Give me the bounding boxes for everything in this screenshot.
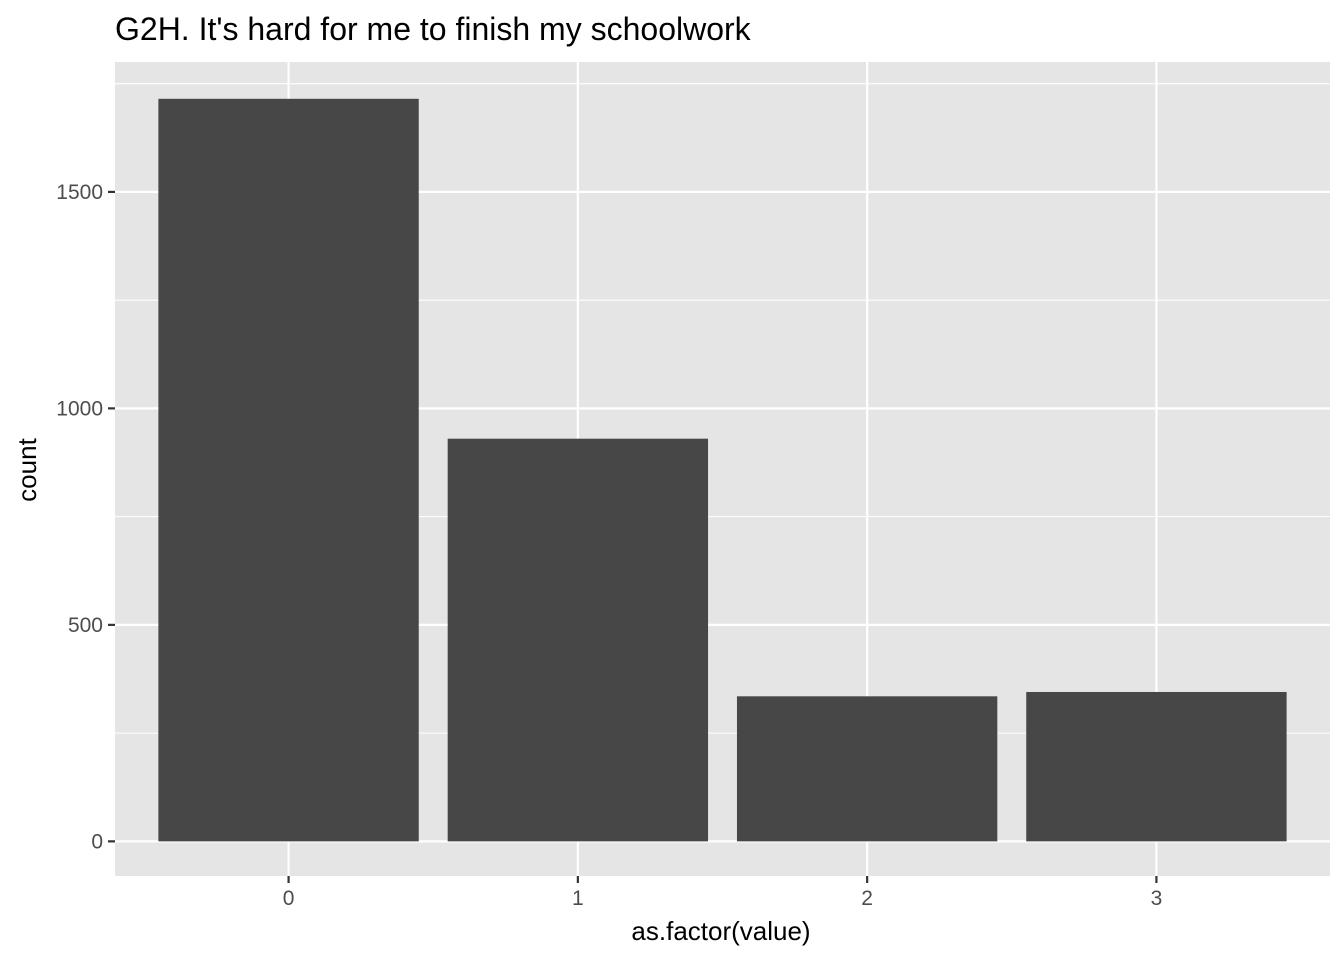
bar-0 xyxy=(158,98,419,842)
y-tick-label: 1000 xyxy=(56,397,103,420)
x-axis: 0 1 2 3 xyxy=(283,876,1163,910)
chart-title: G2H. It's hard for me to finish my schoo… xyxy=(115,11,752,47)
bars xyxy=(158,98,1287,842)
bar-1 xyxy=(447,438,709,842)
y-tick-label: 0 xyxy=(91,830,103,853)
x-axis-title: as.factor(value) xyxy=(631,916,810,946)
x-tick-label: 0 xyxy=(283,887,295,910)
x-tick-label: 3 xyxy=(1151,887,1163,910)
y-tick-label: 1500 xyxy=(56,181,103,204)
y-tick-label: 500 xyxy=(68,614,103,637)
y-axis: 0 500 1000 1500 xyxy=(56,181,115,853)
x-tick-label: 2 xyxy=(861,887,873,910)
bar-2 xyxy=(736,696,998,842)
bar-3 xyxy=(1026,691,1287,842)
x-tick-label: 1 xyxy=(572,887,584,910)
y-axis-title: count xyxy=(12,437,42,501)
